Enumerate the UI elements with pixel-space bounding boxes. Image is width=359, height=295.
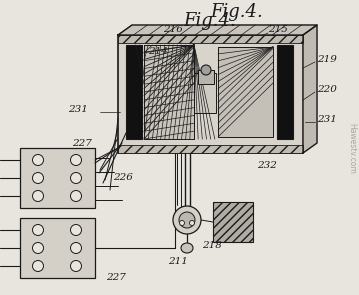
Text: 214: 214 bbox=[148, 47, 168, 57]
Text: 215: 215 bbox=[268, 25, 288, 35]
Polygon shape bbox=[118, 25, 317, 35]
Circle shape bbox=[33, 242, 43, 253]
Bar bbox=[118, 35, 303, 153]
Bar bbox=[20, 148, 95, 208]
Bar bbox=[277, 45, 293, 139]
Text: 226: 226 bbox=[113, 173, 133, 183]
Text: 232: 232 bbox=[257, 160, 277, 170]
Bar bbox=[218, 47, 273, 137]
Circle shape bbox=[201, 65, 211, 75]
Text: 211: 211 bbox=[168, 258, 188, 266]
Circle shape bbox=[33, 191, 43, 201]
Circle shape bbox=[190, 220, 195, 225]
Circle shape bbox=[70, 155, 81, 165]
Circle shape bbox=[179, 212, 195, 228]
Circle shape bbox=[180, 220, 185, 225]
Circle shape bbox=[70, 191, 81, 201]
Bar bbox=[194, 73, 216, 113]
Text: 231: 231 bbox=[317, 116, 337, 124]
Text: Fig.4.: Fig.4. bbox=[183, 12, 236, 30]
Circle shape bbox=[33, 155, 43, 165]
Text: 227: 227 bbox=[72, 138, 92, 148]
Text: Fig.4.: Fig.4. bbox=[210, 3, 263, 21]
Bar bbox=[118, 145, 303, 153]
Text: 227: 227 bbox=[106, 273, 126, 283]
Bar bbox=[126, 45, 142, 139]
Circle shape bbox=[173, 206, 201, 234]
Circle shape bbox=[33, 260, 43, 271]
Polygon shape bbox=[303, 25, 317, 153]
Circle shape bbox=[70, 260, 81, 271]
Text: 231: 231 bbox=[68, 106, 88, 114]
Text: 219: 219 bbox=[317, 55, 337, 65]
Circle shape bbox=[70, 173, 81, 183]
Circle shape bbox=[33, 173, 43, 183]
Text: 220: 220 bbox=[317, 86, 337, 94]
Circle shape bbox=[70, 242, 81, 253]
Bar bbox=[144, 45, 194, 139]
Bar bbox=[198, 70, 214, 84]
Bar bbox=[20, 218, 95, 278]
Circle shape bbox=[70, 224, 81, 235]
Text: 218: 218 bbox=[202, 240, 222, 250]
Circle shape bbox=[33, 224, 43, 235]
Text: 216: 216 bbox=[163, 25, 183, 35]
Bar bbox=[213, 202, 253, 242]
Text: Hawestv.com: Hawestv.com bbox=[348, 122, 356, 173]
Bar bbox=[118, 35, 303, 43]
Ellipse shape bbox=[181, 243, 193, 253]
